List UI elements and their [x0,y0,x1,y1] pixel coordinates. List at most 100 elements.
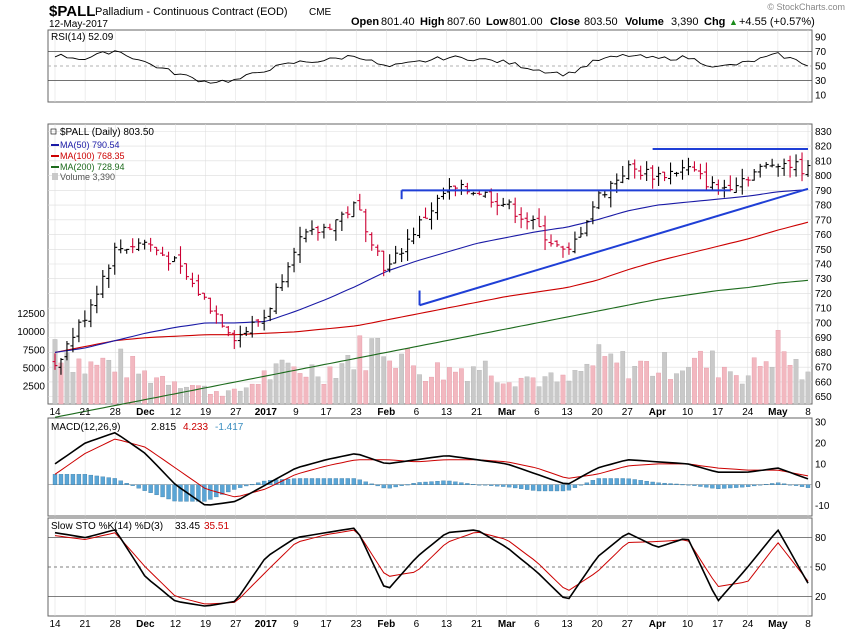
macd-histogram-bar [638,480,643,485]
macd-histogram-bar [554,484,560,492]
volume-bar [76,358,82,405]
macd-histogram-bar [256,482,261,485]
macd-histogram-bar [172,484,177,502]
volume-bar [309,364,315,405]
chg-value: +4.55 (+0.57%) [739,16,815,28]
macd-histogram-bar [513,484,518,489]
watermark: © StockCharts.com [767,2,845,12]
volume-bar [297,373,303,405]
volume-bar [249,383,255,405]
volume-bar [710,350,715,405]
sto-k-value: 33.45 [175,521,200,532]
macd-histogram-bar [411,483,416,485]
volume-bar [261,370,267,405]
volume-bar [363,370,369,405]
volume-bar [638,360,644,405]
macd-histogram-bar [728,484,733,489]
volume-bar [739,383,745,405]
volume-bar [536,386,542,405]
x-tick-label-top: Apr [649,407,666,418]
macd-histogram-bar [584,482,590,485]
open-label: Open [351,16,379,28]
volume-tick-label: 2500 [23,381,46,392]
volume-bar [441,379,446,405]
volume-tick-label: 10000 [17,327,45,338]
x-tick-label-bottom: 2017 [255,619,278,630]
macd-histogram-bar [405,484,410,486]
volume-bar [88,361,94,405]
macd-histogram-bar [752,484,757,487]
macd-histogram-bar [142,484,147,491]
volume-bar [112,371,118,405]
volume-bar [787,364,793,405]
macd-histogram-bar [130,484,135,486]
macd-legend: MACD(12,26,9) 2.815 4.233 -1.417 [51,422,244,433]
macd-histogram-bar [285,478,291,485]
macd-tick-label: 0 [815,480,821,491]
volume-bar [482,360,488,405]
macd-histogram-bar [775,482,781,485]
macd-histogram-bar [507,484,512,488]
x-tick-label-bottom: 24 [742,619,754,630]
macd-histogram-bar [291,478,297,485]
volume-bar [435,362,440,405]
macd-histogram-bar [805,484,811,488]
x-tick-label-top: 13 [561,407,573,418]
x-tick-label-bottom: 17 [712,619,724,630]
macd-histogram-bar [220,484,225,495]
close-label: Close [550,16,580,28]
x-tick-label-top: 14 [49,407,61,418]
x-tick-label-bottom: 12 [170,619,182,630]
volume-bar [100,357,106,405]
close-value: 803.50 [584,16,618,28]
price-tick-label: 750 [815,245,832,256]
macd-histogram-bar [333,478,339,485]
volume-bar [662,352,667,405]
volume-bar [52,339,58,405]
macd-histogram-bar [495,484,500,487]
x-tick-label-top: 17 [321,407,333,418]
volume-bar [399,353,404,405]
volume-bar [160,375,165,405]
macd-line [54,431,809,506]
sto-tick-label: 20 [815,592,827,603]
volume-bar [214,391,219,405]
volume-bar [172,381,177,405]
volume-bar [488,375,494,405]
x-tick-label-bottom: May [768,619,788,630]
volume-bar [255,384,261,405]
x-tick-label-bottom: 8 [805,619,811,630]
ohlc-readout: Open 801.40 High 807.60 Low 801.00 Close… [351,16,815,28]
volume-bar [369,338,375,405]
price-tick-label: 830 [815,127,832,138]
volume-bar [178,388,183,405]
x-tick-label-bottom: Apr [649,619,666,630]
volume-bar [686,367,691,405]
macd-histogram-bar [202,484,207,502]
macd-histogram-bar [686,484,691,486]
volume-bar [154,377,159,405]
price-tick-label: 700 [815,318,832,329]
macd-histogram-bar [602,478,607,485]
price-tick-label: 710 [815,304,832,315]
macd-histogram-bar [76,474,82,485]
symbol: $PALL [49,3,95,20]
moving-averages [54,188,809,418]
macd-histogram-bar [781,483,787,485]
macd-histogram-bar [518,484,524,489]
macd-histogram-bar [363,481,368,485]
volume-bar [668,379,673,405]
macd-histogram-bar [764,484,769,486]
volume-bar [781,351,787,405]
volume-bar [357,335,363,405]
x-tick-label-bottom: 6 [534,619,540,630]
volume-bar [387,360,393,405]
legend-ma200: MA(200) 728.94 [60,162,125,172]
rsi-tick-label: 30 [815,76,827,87]
volume-bar [375,338,381,405]
macd-histogram-bar [94,475,99,485]
rsi-tick-label: 70 [815,47,827,58]
macd-histogram-bar [214,484,219,498]
x-tick-label-top: Mar [498,407,516,418]
